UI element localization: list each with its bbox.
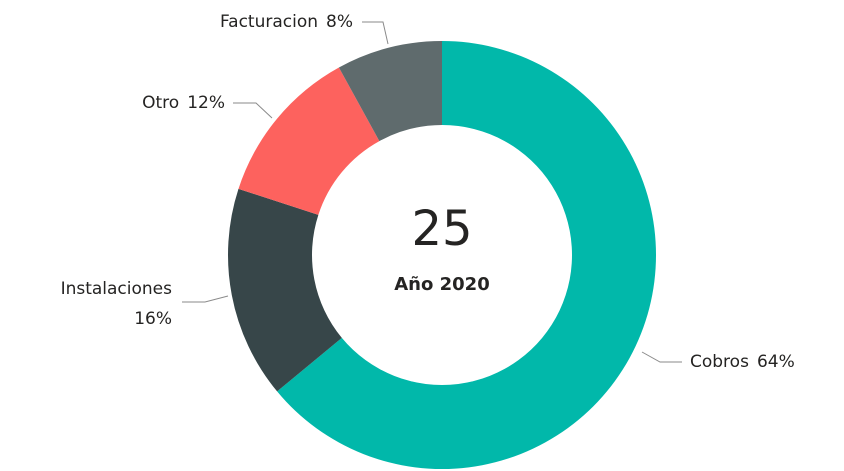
leader-line [641,351,682,363]
leader-line [182,295,229,303]
data-label-value: 64% [757,352,795,372]
center-label: Año 2020 [394,274,489,295]
center-value: 25 [411,201,472,257]
slice [228,188,342,392]
data-label-value: 8% [326,12,353,32]
data-label: Facturacion 8% [220,12,353,32]
data-label-name: Instalaciones [61,279,173,299]
data-label-value: 12% [187,93,225,113]
data-label: Otro 12% [142,93,225,113]
leader-line [362,21,389,45]
data-label-value: 16% [134,309,172,329]
data-label-name: Facturacion [220,12,318,32]
leader-line [233,102,273,119]
data-label-name: Otro [142,93,179,113]
data-label-name: Cobros [690,352,749,372]
data-label: Cobros 64% [690,352,795,372]
slice [238,67,380,215]
slice [338,41,442,142]
slice [277,41,656,470]
